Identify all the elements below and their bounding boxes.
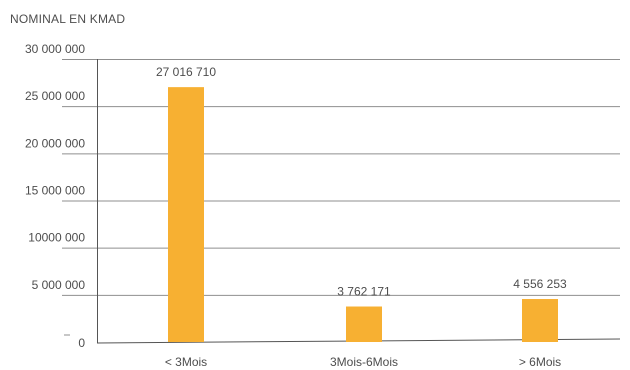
data-label: 4 556 253 [513,277,567,291]
y-tick-label: 15 000 000 [25,184,85,198]
bar [168,87,204,343]
x-tick-label: > 6Mois [519,355,561,369]
y-tick-label: 30 000 000 [25,42,85,56]
data-label: 27 016 710 [156,65,216,79]
bar [346,306,382,342]
bar [522,299,558,342]
y-tick-label: 5 000 000 [32,278,86,292]
y-axis-title: NOMINAL EN KMAD [10,12,126,26]
x-tick-label: 3Mois-6Mois [330,355,398,369]
y-tick-label: 0 [78,336,85,350]
x-tick-label: < 3Mois [165,355,207,369]
y-tick-label: 25 000 000 [25,89,85,103]
y-tick-label: 10000 000 [28,231,85,245]
data-label: 3 762 171 [337,285,391,299]
y-tick-label: 20 000 000 [25,136,85,150]
